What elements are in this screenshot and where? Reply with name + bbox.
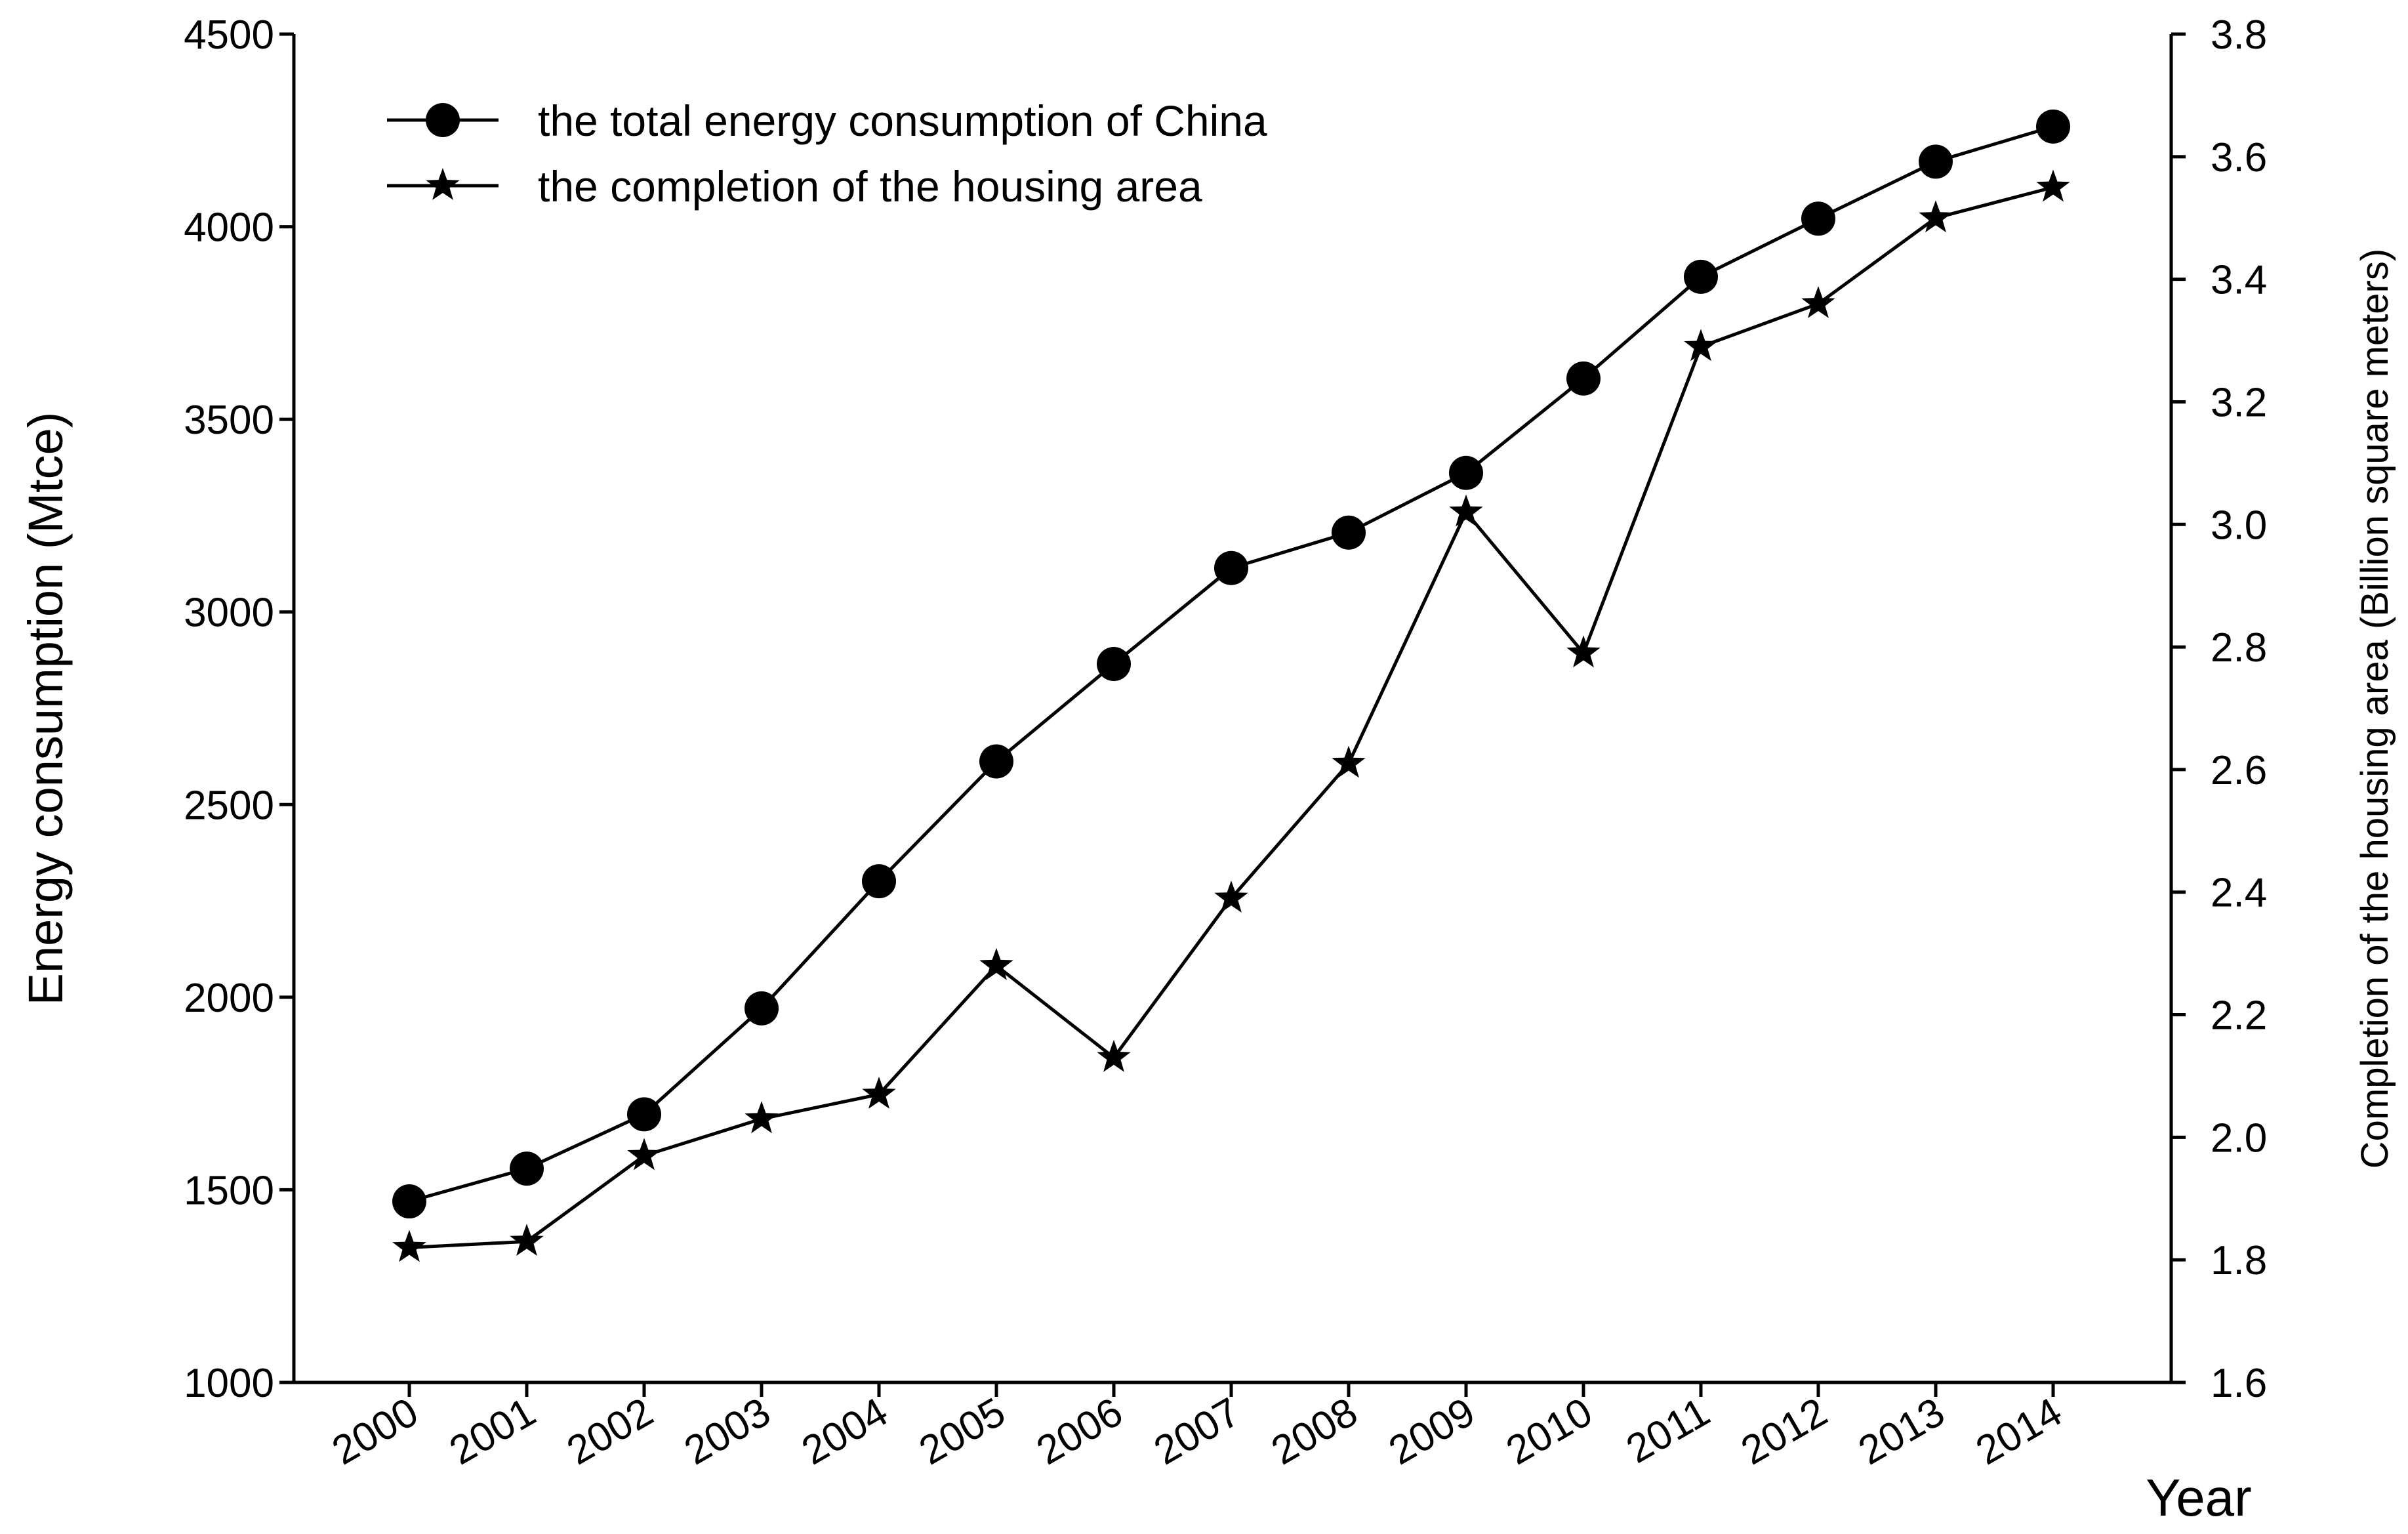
x-axis-title: Year: [2146, 1468, 2252, 1527]
right-tick-label: 2.6: [2211, 748, 2267, 793]
legend-marker-star: [426, 168, 460, 200]
x-tick-label: 2006: [1029, 1389, 1130, 1474]
left-axis-title: Energy consumption (Mtce): [18, 412, 73, 1006]
data-point-energy: [1332, 515, 1366, 550]
legend-label-housing: the completion of the housing area: [538, 162, 1202, 211]
left-tick-label: 1500: [184, 1168, 274, 1213]
x-tick-label: 2000: [325, 1389, 426, 1474]
data-point-energy: [1449, 455, 1483, 490]
data-point-housing: [1919, 200, 1953, 233]
x-tick-label: 2014: [1969, 1389, 2070, 1474]
right-tick-label: 3.0: [2211, 503, 2267, 548]
data-point-energy: [745, 991, 779, 1026]
x-tick-label: 2004: [794, 1389, 895, 1474]
data-point-housing: [1097, 1039, 1131, 1072]
data-point-housing: [1214, 881, 1248, 913]
data-point-energy: [1684, 259, 1718, 294]
data-point-housing: [2036, 169, 2070, 202]
data-point-housing: [1566, 635, 1601, 668]
data-point-housing: [510, 1224, 544, 1256]
series-line-housing: [409, 186, 2054, 1249]
data-point-energy: [979, 744, 1013, 779]
data-point-energy: [392, 1184, 426, 1219]
right-axis-ticks: 1.6 1.8 2.0 2.2 2.4 2.6 2.8 3.0 3.2 3.4 3.6 3.8: [2171, 12, 2267, 1406]
data-point-energy: [1214, 550, 1248, 585]
data-point-energy: [627, 1097, 661, 1132]
data-point-energy: [1566, 361, 1601, 396]
legend-marker-circle: [426, 103, 460, 137]
x-tick-label: 2007: [1147, 1389, 1248, 1474]
data-point-energy: [1097, 646, 1131, 681]
x-tick-label: 2010: [1499, 1389, 1600, 1474]
data-point-energy: [2036, 109, 2070, 144]
data-point-energy: [510, 1151, 544, 1186]
right-tick-label: 1.6: [2211, 1361, 2267, 1406]
x-axis-ticks: 2000 2001 2002 2003 2004 2005 2006 2007 2008 2009…: [325, 1382, 2070, 1474]
left-tick-label: 2500: [184, 783, 274, 828]
x-tick-label: 2002: [560, 1389, 661, 1474]
left-tick-label: 2000: [184, 976, 274, 1021]
left-tick-label: 3000: [184, 591, 274, 636]
data-point-energy: [1801, 201, 1835, 236]
left-tick-label: 1000: [184, 1361, 274, 1406]
data-point-housing: [862, 1077, 896, 1109]
x-tick-label: 2001: [442, 1389, 543, 1474]
right-tick-label: 3.6: [2211, 135, 2267, 180]
right-tick-label: 2.0: [2211, 1115, 2267, 1161]
data-point-energy: [862, 864, 896, 899]
data-point-housing: [392, 1230, 426, 1262]
data-point-housing: [1801, 286, 1835, 318]
data-point-housing: [1332, 745, 1366, 778]
x-tick-label: 2003: [677, 1389, 778, 1474]
left-tick-label: 3500: [184, 398, 274, 443]
data-point-housing: [1684, 329, 1718, 362]
left-tick-label: 4500: [184, 12, 274, 58]
right-tick-label: 3.4: [2211, 258, 2267, 303]
right-tick-label: 1.8: [2211, 1238, 2267, 1283]
series-layer: [392, 109, 2070, 1262]
x-tick-label: 2005: [912, 1389, 1013, 1474]
x-tick-label: 2012: [1734, 1389, 1835, 1474]
data-point-housing: [627, 1138, 661, 1171]
legend: the total energy consumption of China th…: [387, 96, 1267, 211]
x-tick-label: 2013: [1851, 1389, 1952, 1474]
right-tick-label: 3.2: [2211, 380, 2267, 425]
data-point-housing: [1449, 494, 1483, 527]
right-tick-label: 2.8: [2211, 625, 2267, 671]
data-point-energy: [1919, 144, 1953, 179]
plot-frame: [292, 34, 2173, 1384]
x-tick-label: 2011: [1619, 1389, 1717, 1472]
right-tick-label: 2.4: [2211, 871, 2267, 916]
left-axis-ticks: 1000 1500 2000 2500 3000 3500 4000 4500: [184, 12, 294, 1406]
data-point-housing: [745, 1101, 779, 1134]
x-tick-label: 2009: [1381, 1389, 1482, 1474]
legend-item-energy: the total energy consumption of China: [387, 96, 1267, 145]
right-tick-label: 3.8: [2211, 12, 2267, 58]
legend-label-energy: the total energy consumption of China: [538, 96, 1267, 145]
left-tick-label: 4000: [184, 205, 274, 251]
right-axis-title: Completion of the housing area (Billion …: [2354, 249, 2396, 1169]
series-line-energy: [409, 125, 2054, 1203]
x-tick-label: 2008: [1264, 1389, 1365, 1474]
right-tick-label: 2.2: [2211, 993, 2267, 1039]
legend-item-housing: the completion of the housing area: [387, 162, 1202, 211]
data-point-housing: [979, 947, 1013, 980]
